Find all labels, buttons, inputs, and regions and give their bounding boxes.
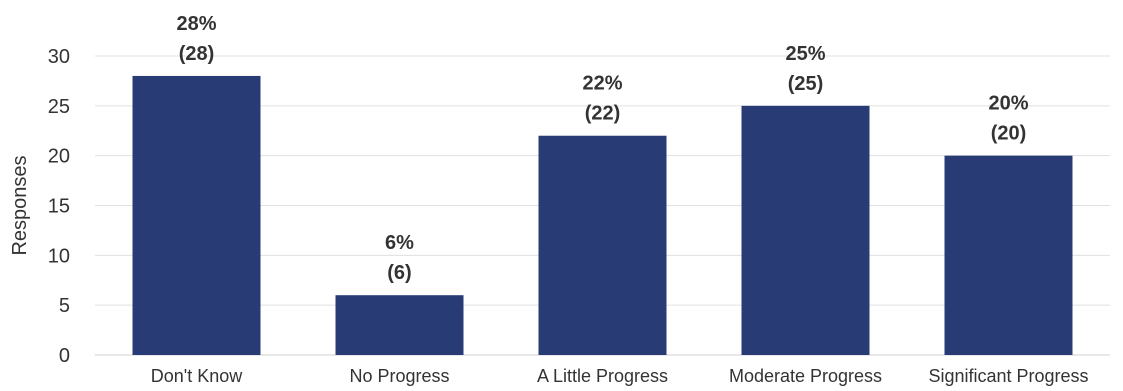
bar	[741, 105, 870, 355]
category-label: Don't Know	[151, 366, 243, 386]
y-axis-title: Responses	[9, 155, 31, 255]
bars	[132, 75, 1073, 355]
category-label: A Little Progress	[537, 366, 668, 386]
y-tick-label: 5	[59, 295, 70, 317]
bar	[132, 75, 261, 355]
bar	[335, 295, 464, 355]
y-tick-label: 0	[59, 345, 70, 367]
bar-count-label: (28)	[179, 43, 215, 65]
bar-count-label: (22)	[585, 103, 621, 125]
bar	[944, 155, 1073, 355]
bar-percent-label: 22%	[582, 73, 622, 95]
category-label: No Progress	[349, 366, 449, 386]
y-tick-label: 25	[48, 96, 70, 118]
bar-count-label: (20)	[991, 123, 1027, 145]
bar-percent-label: 6%	[385, 232, 414, 254]
bar-count-label: (25)	[788, 73, 824, 95]
category-labels: Don't Know No Progress A Little Progress Mo…	[151, 366, 1089, 386]
category-label: Significant Progress	[928, 366, 1088, 386]
bar	[538, 135, 667, 355]
bar-percent-label: 28%	[176, 13, 216, 35]
y-tick-label: 30	[48, 46, 70, 68]
bar-percent-label: 20%	[988, 93, 1028, 115]
bar-percent-label: 25%	[785, 43, 825, 65]
y-tick-label: 20	[48, 146, 70, 168]
data-labels: 28% (28) 6% (6) 22% (22) 25% (25) 20% (20)	[176, 13, 1028, 284]
bar-count-label: (6)	[387, 262, 411, 284]
y-tick-label: 15	[48, 196, 70, 218]
y-tick-label: 10	[48, 245, 70, 267]
y-axis-ticks: 0 5 10 15 20 25 30	[48, 46, 70, 367]
category-label: Moderate Progress	[729, 366, 882, 386]
